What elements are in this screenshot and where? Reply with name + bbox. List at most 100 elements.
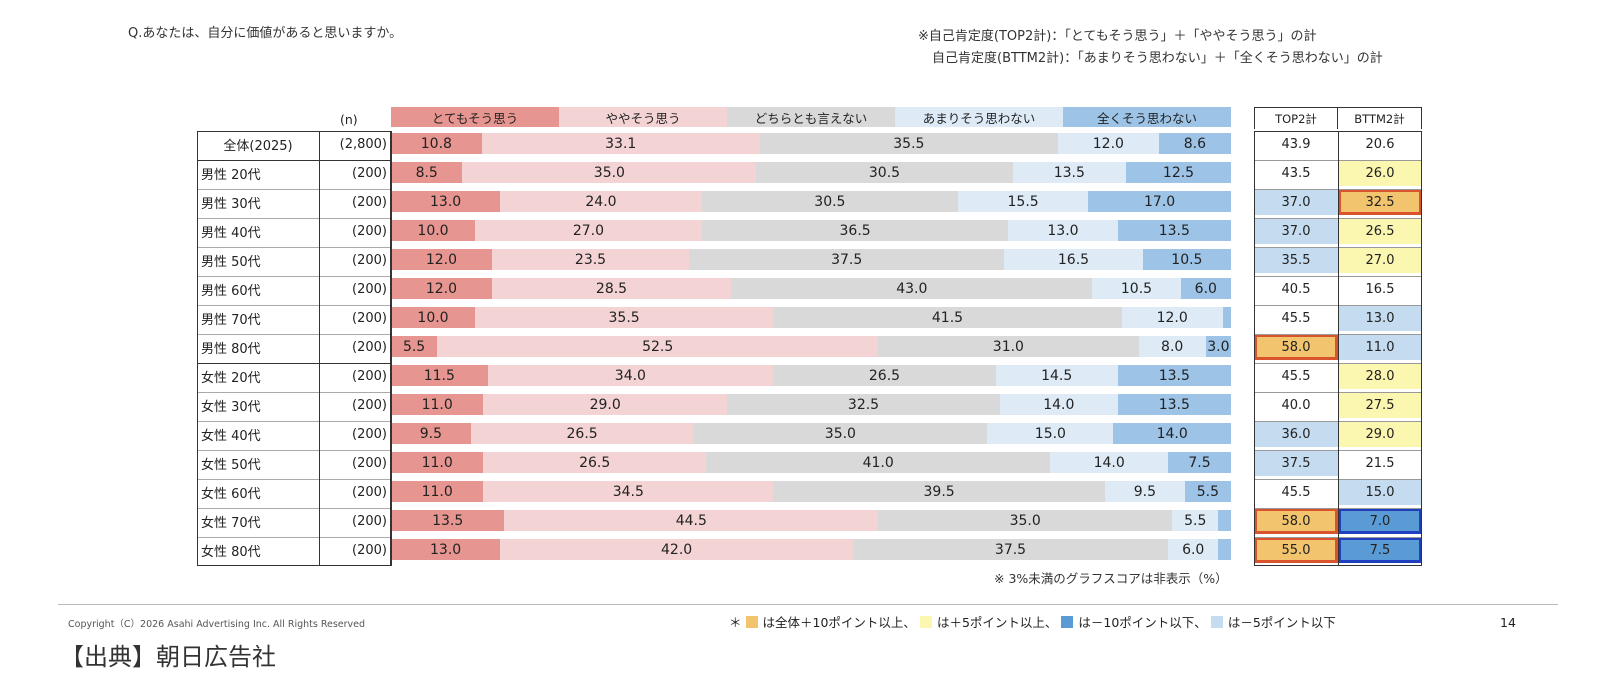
top2-score: 40.0 — [1254, 392, 1338, 418]
bar-segment: 10.0 — [391, 307, 475, 328]
bar-segment: 30.5 — [701, 191, 958, 212]
n-header: (n) — [340, 112, 358, 127]
bttm2-score: 20.6 — [1338, 131, 1422, 157]
row-separator — [197, 450, 391, 451]
bar-segment: 11.0 — [391, 394, 484, 415]
row-n: (200) — [352, 542, 387, 558]
row-separator — [197, 160, 391, 161]
bttm2-score: 7.5 — [1338, 537, 1422, 563]
bar-segment: 26.5 — [483, 452, 706, 473]
bar-segment: 10.0 — [391, 220, 475, 241]
row-n: (200) — [352, 455, 387, 471]
swatch-minus5 — [1210, 615, 1223, 628]
top2-score: 37.0 — [1254, 189, 1338, 215]
row-separator — [197, 276, 391, 277]
row-separator — [197, 392, 391, 393]
bar-segment: 6.0 — [1180, 278, 1231, 299]
bar-segment: 9.5 — [391, 423, 471, 444]
notes: ※自己肯定度(TOP2計)：「とてもそう思う」＋「ややそう思う」の計 自己肯定度… — [918, 26, 1383, 70]
bar-segment: 14.5 — [995, 365, 1118, 386]
row-label: 男性 50代 — [201, 254, 261, 270]
bar-segment: 12.0 — [391, 278, 492, 299]
row-label: 女性 30代 — [201, 399, 261, 415]
bar-segment: 35.0 — [878, 510, 1173, 531]
bar-segment: 44.5 — [504, 510, 879, 531]
top2-score: 36.0 — [1254, 421, 1338, 447]
bar-segment: 13.5 — [1117, 220, 1231, 241]
bar-segment: 5.5 — [1172, 510, 1219, 531]
bar-segment: 30.5 — [756, 162, 1013, 183]
bar-segment: 23.5 — [491, 249, 690, 270]
row-label: 女性 80代 — [201, 544, 261, 560]
bar-segment — [1222, 307, 1231, 328]
bar-segment: 35.5 — [475, 307, 774, 328]
top2-score: 37.0 — [1254, 218, 1338, 244]
bar-segment: 28.5 — [491, 278, 732, 299]
bar-segment: 5.5 — [1184, 481, 1231, 502]
bar-segment: 36.5 — [701, 220, 1009, 241]
bar-segment: 13.5 — [391, 510, 505, 531]
bar-segment: 12.0 — [1057, 133, 1159, 154]
swatch-plus5 — [919, 615, 932, 628]
bar-segment: 14.0 — [1050, 452, 1168, 473]
bar-segment: 35.0 — [693, 423, 988, 444]
note-bttm2: 自己肯定度(BTTM2計)：「あまりそう思わない」＋「全くそう思わない」の計 — [932, 51, 1383, 66]
top2-score: 43.5 — [1254, 160, 1338, 186]
legend-item-3: どちらとも言えない — [727, 107, 895, 127]
bar-segment: 13.0 — [1008, 220, 1118, 241]
row-n: (200) — [352, 368, 387, 384]
row-separator — [197, 421, 391, 422]
bar-segment: 13.0 — [391, 539, 501, 560]
row-n: (200) — [352, 252, 387, 268]
bar-segment: 37.5 — [853, 539, 1168, 560]
bar-segment: 8.6 — [1158, 133, 1231, 154]
bar-segment: 14.0 — [1000, 394, 1118, 415]
row-label: 男性 30代 — [201, 196, 261, 212]
bttm2-score: 29.0 — [1338, 421, 1422, 447]
bar-segment: 52.5 — [437, 336, 879, 357]
row-separator — [197, 334, 391, 335]
bar-segment: 41.5 — [773, 307, 1122, 328]
row-label: 男性 60代 — [201, 283, 261, 299]
row-separator — [197, 218, 391, 219]
bar-segment: 24.0 — [500, 191, 702, 212]
bttm2-score: 21.5 — [1338, 450, 1422, 476]
row-label: 全体(2025) — [223, 138, 293, 154]
top2-header: TOP2計 — [1254, 107, 1338, 129]
bar-segment: 15.5 — [958, 191, 1089, 212]
row-label: 男性 20代 — [201, 167, 261, 183]
bar-segment: 43.0 — [731, 278, 1093, 299]
bar-segment: 12.5 — [1126, 162, 1231, 183]
bar-segment: 32.5 — [727, 394, 1000, 415]
bar-segment: 9.5 — [1105, 481, 1185, 502]
row-separator — [197, 479, 391, 480]
label-column-frame — [197, 131, 391, 566]
bar-area-left-edge — [391, 131, 392, 566]
row-label: 男性 40代 — [201, 225, 261, 241]
bar-segment: 34.0 — [487, 365, 774, 386]
row-n: (200) — [352, 194, 387, 210]
row-n: (200) — [352, 223, 387, 239]
swatch-minus10 — [1061, 615, 1074, 628]
bar-segment: 7.5 — [1168, 452, 1231, 473]
bttm2-header: BTTM2計 — [1338, 107, 1422, 129]
bar-segment: 26.5 — [470, 423, 694, 444]
row-separator — [197, 189, 391, 190]
row-separator — [197, 508, 391, 509]
bar-segment — [1218, 539, 1231, 560]
row-label: 男性 70代 — [201, 312, 261, 328]
row-separator — [197, 363, 391, 364]
bar-segment: 12.0 — [1121, 307, 1223, 328]
bar-segment: 31.0 — [878, 336, 1139, 357]
bar-segment: 37.5 — [689, 249, 1005, 270]
bar-segment: 13.5 — [1117, 365, 1231, 386]
top2-score: 45.5 — [1254, 363, 1338, 389]
legend-text-minus10: は－10ポイント以下、 — [1078, 615, 1207, 630]
legend-item-2: ややそう思う — [559, 107, 727, 127]
bttm2-score: 15.0 — [1338, 479, 1422, 505]
row-n: (200) — [352, 165, 387, 181]
row-label: 女性 40代 — [201, 428, 261, 444]
bar-segment: 13.5 — [1117, 394, 1231, 415]
row-label: 女性 50代 — [201, 457, 261, 473]
footnote: ※ 3%未満のグラフスコアは非表示（%） — [994, 571, 1228, 586]
